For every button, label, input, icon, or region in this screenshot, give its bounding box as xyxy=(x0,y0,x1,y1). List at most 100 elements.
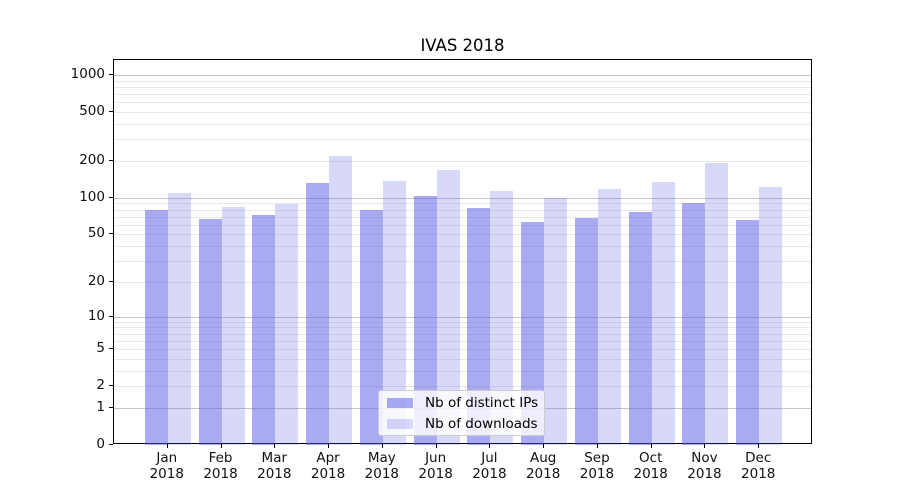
bar-downloads-nov xyxy=(705,162,729,445)
bar-distinct-ips-apr xyxy=(306,183,330,445)
minor-gridline xyxy=(114,386,811,388)
x-tick-month: Oct xyxy=(639,450,663,466)
plot-area xyxy=(113,59,812,445)
y-tick-mark xyxy=(109,444,113,445)
x-tick-mark xyxy=(274,444,276,448)
major-gridline xyxy=(114,316,811,318)
x-tick-mark xyxy=(166,444,168,448)
y-tick-mark xyxy=(109,159,113,161)
distinct-ips-swatch xyxy=(387,397,413,408)
bar-downloads-dec xyxy=(759,187,783,445)
minor-gridline xyxy=(114,112,811,114)
x-tick-mark xyxy=(489,444,491,448)
minor-gridline xyxy=(114,86,811,88)
x-tick-mark xyxy=(650,444,652,448)
y-tick-label: 5 xyxy=(96,340,105,357)
legend-item-downloads: Nb of downloads xyxy=(387,416,538,432)
bar-distinct-ips-may xyxy=(359,210,383,445)
x-tick-mark xyxy=(435,444,437,448)
bar-distinct-ips-oct xyxy=(628,212,652,445)
minor-gridline xyxy=(114,321,811,323)
legend-item-distinct-ips: Nb of distinct IPs xyxy=(387,394,539,411)
x-tick-month: Dec xyxy=(745,450,772,466)
x-tick-label: Jul 2018 xyxy=(459,450,519,482)
bar-downloads-jul xyxy=(490,190,514,445)
bar-distinct-ips-jul xyxy=(467,208,491,445)
y-tick-mark xyxy=(109,73,113,75)
x-tick-year: 2018 xyxy=(579,466,615,482)
minor-gridline xyxy=(114,261,811,263)
x-tick-label: Apr 2018 xyxy=(298,450,358,482)
y-tick-mark xyxy=(109,111,113,113)
bar-downloads-jun xyxy=(436,170,460,445)
x-tick-month: Aug xyxy=(529,450,557,466)
bar-distinct-ips-nov xyxy=(682,202,706,445)
minor-gridline xyxy=(114,224,811,226)
x-tick-mark xyxy=(220,444,222,448)
y-tick-mark xyxy=(109,315,113,317)
major-gridline xyxy=(114,74,811,76)
bar-downloads-oct xyxy=(651,182,675,445)
bar-downloads-jan xyxy=(167,193,191,445)
x-tick-month: May xyxy=(367,450,396,466)
x-tick-year: 2018 xyxy=(741,466,776,482)
minor-gridline xyxy=(114,139,811,141)
x-tick-year: 2018 xyxy=(525,466,561,482)
minor-gridline xyxy=(114,123,811,125)
minor-gridline xyxy=(114,203,811,205)
bar-distinct-ips-aug xyxy=(521,222,545,445)
bar-distinct-ips-jan xyxy=(144,210,168,445)
y-tick-mark xyxy=(109,348,113,350)
x-tick-month: Jul xyxy=(481,450,498,466)
minor-gridline xyxy=(114,358,811,360)
downloads-swatch xyxy=(387,418,413,429)
bar-downloads-apr xyxy=(329,155,353,445)
x-tick-year: 2018 xyxy=(418,466,453,482)
x-tick-month: Feb xyxy=(208,450,233,466)
y-tick-label: 100 xyxy=(79,188,105,205)
y-tick-label: 50 xyxy=(87,225,105,242)
y-tick-label: 20 xyxy=(87,272,105,289)
x-tick-month: Apr xyxy=(316,450,340,466)
minor-gridline xyxy=(114,234,811,236)
x-tick-month: Jun xyxy=(425,450,447,466)
x-tick-label: Sep 2018 xyxy=(567,450,627,482)
bar-distinct-ips-dec xyxy=(736,219,760,445)
x-tick-label: May 2018 xyxy=(352,450,412,482)
y-tick-mark xyxy=(109,385,113,387)
x-tick-year: 2018 xyxy=(149,466,184,482)
x-tick-label: Dec 2018 xyxy=(728,450,788,482)
bar-downloads-sep xyxy=(597,188,621,445)
y-tick-label: 2 xyxy=(96,377,105,394)
x-tick-mark xyxy=(328,444,330,448)
minor-gridline xyxy=(114,80,811,82)
x-tick-month: Sep xyxy=(584,450,610,466)
x-tick-mark xyxy=(596,444,598,448)
x-tick-mark xyxy=(381,444,383,448)
x-tick-month: Mar xyxy=(261,450,288,466)
x-tick-mark xyxy=(758,444,760,448)
minor-gridline xyxy=(114,327,811,329)
x-tick-month: Nov xyxy=(691,450,718,466)
legend-label-distinct-ips: Nb of distinct IPs xyxy=(425,394,539,411)
bar-downloads-may xyxy=(382,181,406,445)
minor-gridline xyxy=(114,340,811,342)
y-tick-mark xyxy=(109,406,113,408)
minor-gridline xyxy=(114,216,811,218)
y-tick-label: 0 xyxy=(96,436,105,452)
x-tick-year: 2018 xyxy=(472,466,507,482)
bar-distinct-ips-jun xyxy=(413,195,437,445)
legend: Nb of distinct IPs Nb of downloads xyxy=(378,390,545,436)
minor-gridline xyxy=(114,246,811,248)
minor-gridline xyxy=(114,102,811,104)
y-tick-label: 500 xyxy=(79,103,105,120)
x-tick-label: Feb 2018 xyxy=(191,450,251,482)
x-tick-label: Nov 2018 xyxy=(674,450,734,482)
x-tick-label: Oct 2018 xyxy=(621,450,681,482)
major-gridline xyxy=(114,197,811,199)
x-tick-label: Jun 2018 xyxy=(406,450,466,482)
minor-gridline xyxy=(114,333,811,335)
x-tick-mark xyxy=(543,444,545,448)
y-tick-mark xyxy=(109,280,113,282)
